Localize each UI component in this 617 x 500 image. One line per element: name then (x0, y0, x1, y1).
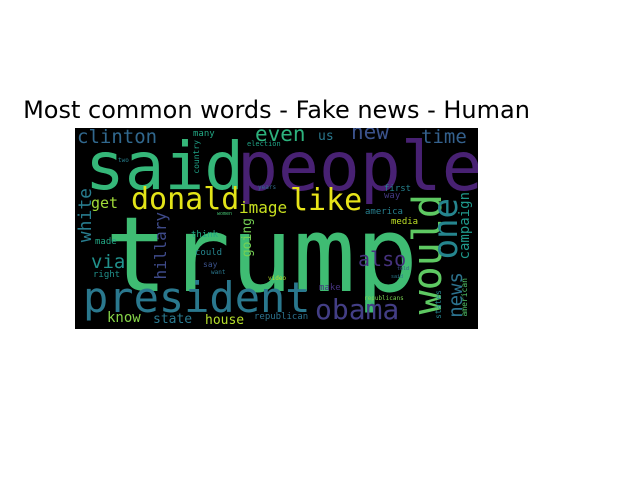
word-new: new (351, 128, 389, 144)
word-think: think (191, 230, 219, 240)
chart-title: Most common words - Fake news - Human (23, 96, 530, 124)
word-know: know (107, 310, 141, 326)
word-time: time (421, 128, 467, 148)
word-also: also (358, 247, 407, 271)
word-told: told (397, 266, 410, 272)
word-say: say (203, 260, 218, 269)
word-going: going (240, 218, 255, 258)
word-donald: donald (131, 182, 240, 217)
word-image: image (239, 198, 288, 217)
word-many: many (193, 129, 215, 139)
word-like: like (290, 183, 363, 218)
word-state: state (153, 312, 193, 327)
word-first: first (384, 184, 412, 194)
word-house: house (205, 313, 245, 328)
word-right: right (93, 270, 121, 280)
word-video: video (268, 275, 287, 282)
word-could: could (195, 248, 223, 258)
word-via: via (91, 251, 126, 273)
word-american: american (460, 278, 469, 317)
word-republican: republican (254, 312, 309, 322)
word-get: get (91, 194, 119, 212)
word-said: said (85, 128, 244, 205)
word-years: years (258, 184, 277, 191)
word-election: election (247, 140, 281, 148)
word-hillary: hillary (151, 212, 170, 280)
word-us: us (318, 129, 334, 144)
word-want: want (211, 269, 226, 276)
word-campaign: campaign (457, 192, 473, 260)
word-way: way (384, 191, 401, 201)
word-women: women (217, 211, 233, 217)
word-cloud: trump said people president would one do… (75, 128, 478, 329)
word-president: president (83, 273, 311, 322)
word-america: america (365, 207, 403, 217)
word-made: made (95, 237, 117, 247)
word-republicans: republicans (364, 295, 404, 302)
word-country: country (192, 140, 201, 174)
word-make: make (319, 283, 341, 293)
word-even: even (255, 128, 306, 146)
word-people: people (237, 128, 478, 207)
word-clinton: clinton (77, 128, 158, 148)
word-said-small: said (391, 274, 404, 280)
word-trump: trump (105, 194, 419, 316)
word-obama: obama (315, 293, 400, 326)
word-two: two (118, 157, 129, 164)
word-media: media (391, 217, 419, 227)
word-states: states (434, 290, 443, 319)
